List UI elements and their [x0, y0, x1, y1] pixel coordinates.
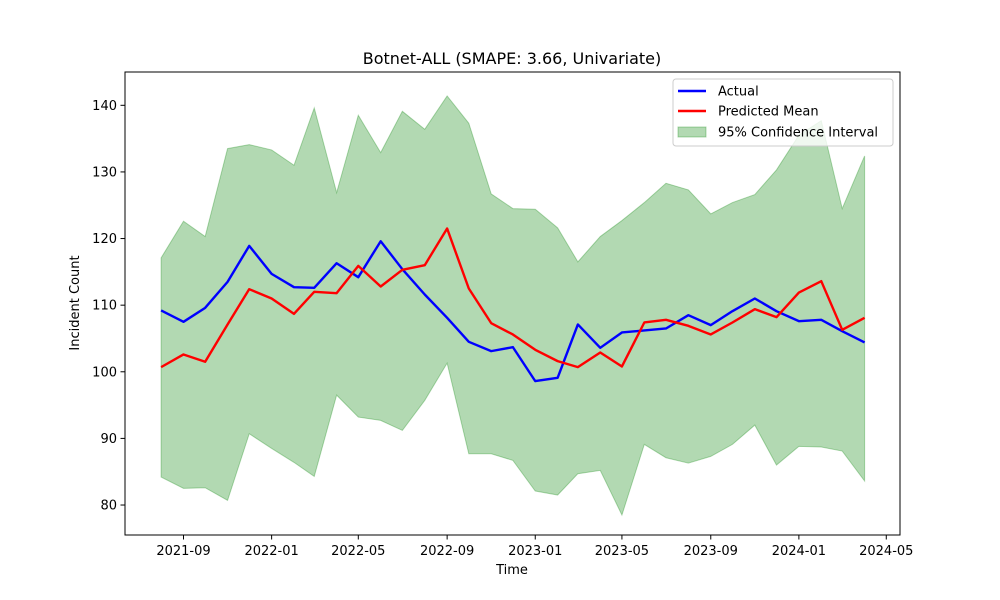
plot-area: 2021-09 2022-01 2022-05 2022-09 2023-01 2023-…	[92, 71, 913, 559]
y-tick-label: 100	[92, 365, 117, 380]
x-tick-label: 2022-09	[420, 544, 474, 559]
series-line-actual	[160, 240, 866, 383]
legend-label-predicted-mean: Predicted Mean	[718, 105, 819, 120]
legend-label-confidence-interval: 95% Confidence Interval	[718, 126, 878, 141]
x-tick-label: 2022-05	[331, 544, 385, 559]
y-tick-label: 140	[92, 99, 117, 114]
x-tick-label: 2023-01	[508, 544, 562, 559]
legend-box	[672, 78, 894, 147]
chart-title: Botnet-ALL (SMAPE: 3.66, Univariate)	[363, 49, 662, 68]
y-tick-label: 80	[100, 499, 117, 514]
legend-key-confidence-interval	[677, 126, 707, 138]
x-tick-label: 2024-01	[772, 544, 826, 559]
series-line-predicted-mean	[160, 227, 866, 369]
legend-label-actual: Actual	[718, 85, 759, 100]
legend: Actual Predicted Mean 95% Confidence Inter…	[672, 78, 894, 147]
x-tick-label: 2023-05	[595, 544, 649, 559]
x-tick-label: 2022-01	[244, 544, 298, 559]
confidence-band	[160, 95, 866, 517]
y-tick-label: 110	[92, 299, 117, 314]
plot-frame	[124, 71, 901, 536]
x-tick-label: 2023-09	[684, 544, 738, 559]
x-tick-label: 2021-09	[156, 544, 210, 559]
y-tick-label: 90	[100, 432, 117, 447]
y-axis-label: Incident Count	[68, 255, 83, 350]
x-axis-label: Time	[495, 563, 528, 578]
y-tick-label: 120	[92, 232, 117, 247]
y-tick-label: 130	[92, 165, 117, 180]
x-tick-label: 2024-05	[859, 544, 913, 559]
